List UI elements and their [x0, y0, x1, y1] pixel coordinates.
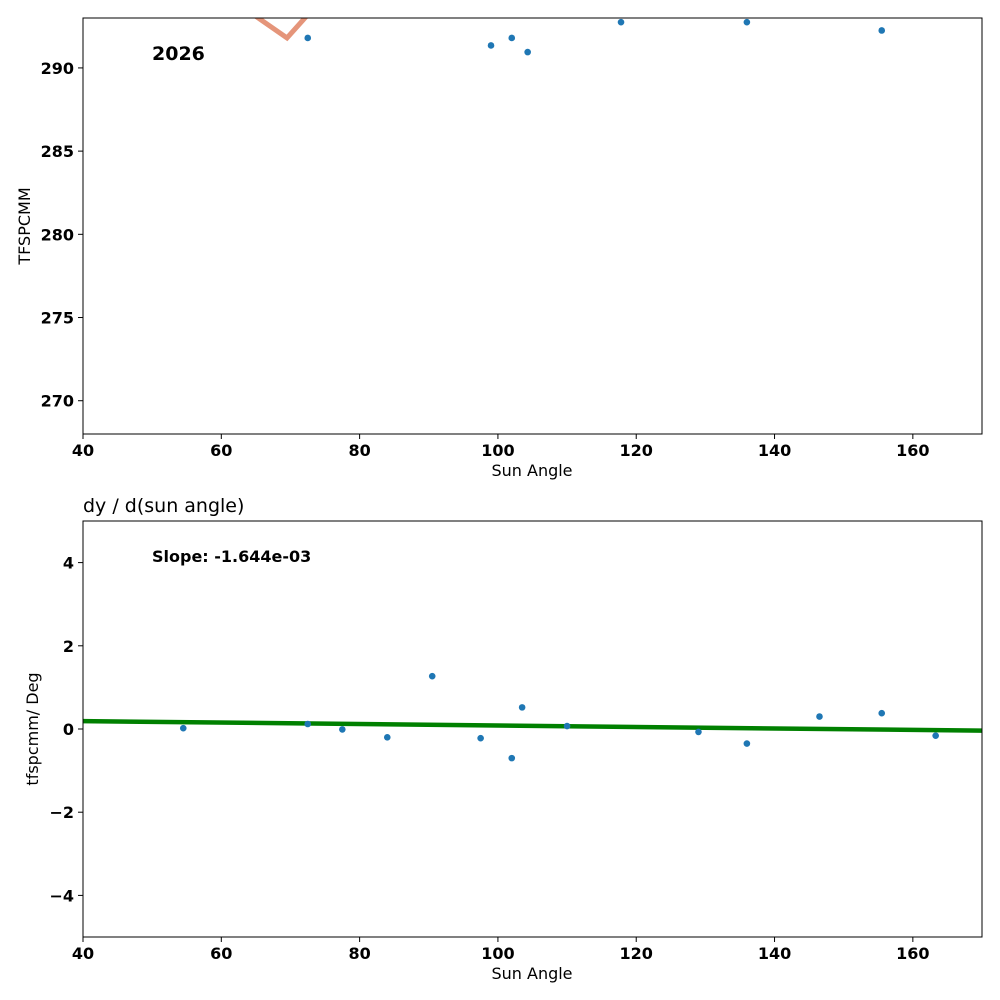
top-data-point: [487, 42, 495, 49]
top-y-axis-label: TFSPCMM: [15, 187, 34, 265]
top-data-point: [743, 18, 751, 26]
bottom-x-tick-label: 140: [758, 944, 791, 963]
top-x-tick-label: 120: [620, 441, 653, 460]
top-plot-area: [254, 18, 886, 56]
top-data-point: [524, 48, 531, 56]
linear-fit-line: [83, 718, 982, 733]
bottom-data-point: [878, 709, 886, 717]
bottom-data-point: [428, 672, 436, 680]
top-y-tick-label: 290: [41, 59, 74, 78]
top-x-tick-label: 100: [481, 441, 514, 460]
top-axes-frame: [82, 17, 983, 435]
bottom-data-point: [179, 724, 187, 732]
top-y-tick-label: 285: [41, 142, 74, 161]
bottom-x-tick-label: 80: [348, 944, 370, 963]
bottom-panel-title: dy / d(sun angle): [83, 495, 244, 517]
top-x-tick-label: 80: [348, 441, 370, 460]
top-data-point: [304, 34, 312, 42]
bottom-data-point: [695, 728, 702, 736]
bottom-data-point: [563, 722, 571, 730]
bottom-data-point: [743, 740, 751, 747]
bottom-x-axis-label: Sun Angle: [491, 964, 572, 983]
bottom-data-point: [508, 754, 516, 762]
bottom-y-tick-label: −2: [49, 803, 74, 822]
bottom-data-point: [339, 726, 346, 733]
top-y-tick-label: 275: [41, 309, 74, 328]
bottom-plot-area: [83, 672, 982, 762]
bottom-y-tick-label: 2: [63, 637, 74, 656]
bottom-data-point: [304, 720, 312, 728]
top-y-tick-label: 270: [41, 392, 74, 411]
bottom-data-point: [816, 713, 823, 720]
bottom-x-tick-label: 120: [620, 944, 653, 963]
bottom-y-tick-label: 0: [63, 720, 74, 739]
bottom-data-point: [518, 704, 526, 711]
bottom-data-point: [383, 734, 391, 741]
slope-annotation: Slope: -1.644e-03: [152, 547, 311, 566]
bottom-panel: dy / d(sun angle) Sun Angle tfspcmm/ Deg…: [23, 495, 983, 983]
top-x-axis-label: Sun Angle: [491, 461, 572, 480]
bottom-data-point: [477, 734, 484, 742]
top-trend-line: [254, 18, 309, 42]
bottom-data-point: [932, 732, 939, 739]
top-year-annotation: 2026: [152, 43, 205, 65]
top-y-tick-label: 280: [41, 225, 74, 244]
top-x-tick-label: 140: [758, 441, 791, 460]
bottom-x-tick-label: 160: [896, 944, 929, 963]
top-x-tick-label: 160: [896, 441, 929, 460]
bottom-x-tick-label: 40: [72, 944, 94, 963]
top-x-tick-label: 60: [210, 441, 232, 460]
top-data-point: [617, 18, 625, 26]
top-panel: Sun Angle TFSPCMM 2026 40 60 80 100 120 140 16…: [15, 17, 983, 480]
top-x-tick-label: 40: [72, 441, 94, 460]
bottom-y-axis-label: tfspcmm/ Deg: [23, 672, 42, 785]
top-data-point: [878, 27, 886, 34]
bottom-y-tick-label: −4: [49, 886, 74, 905]
bottom-x-tick-label: 60: [210, 944, 232, 963]
bottom-y-tick-label: 4: [63, 554, 74, 573]
bottom-x-tick-label: 100: [481, 944, 514, 963]
top-data-point: [508, 34, 516, 42]
